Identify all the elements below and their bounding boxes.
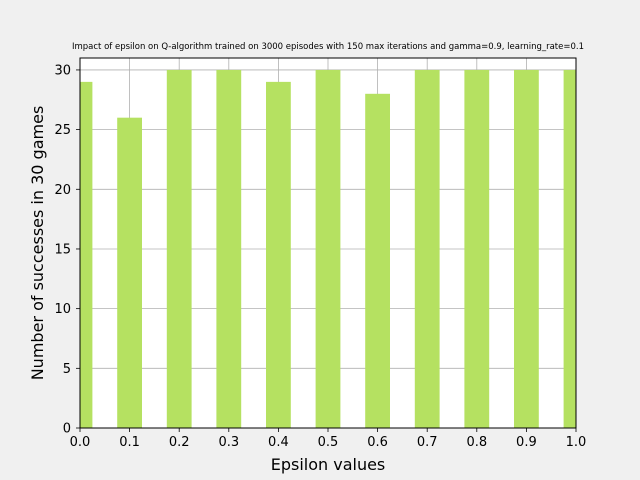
y-tick-label: 30: [54, 63, 71, 78]
bar-epsilon-0.2: [166, 69, 192, 428]
y-tick-label: 20: [54, 183, 71, 198]
bars: [80, 69, 576, 428]
y-tick-label: 10: [54, 302, 71, 317]
bar-epsilon-0.8: [464, 69, 490, 428]
bar-epsilon-0.3: [216, 69, 242, 428]
bar-epsilon-0.6: [365, 93, 390, 428]
y-tick-label: 15: [54, 242, 71, 257]
y-axis-label: Number of successes in 30 games: [28, 106, 47, 381]
x-axis-label: Epsilon values: [271, 455, 386, 474]
x-axis: 0.0 0.1 0.2 0.3 0.4 0.5 0.6 0.7 0.8 0.9 1.0: [70, 428, 587, 450]
bar-epsilon-0.7: [414, 69, 440, 428]
chart-title: Impact of epsilon on Q-algorithm trained…: [72, 42, 584, 52]
bar-epsilon-1.0: [563, 69, 576, 428]
x-tick-label: 0.3: [218, 435, 239, 450]
y-tick-label: 5: [63, 362, 71, 377]
x-tick-label: 0.1: [119, 435, 140, 450]
y-tick-label: 0: [63, 422, 71, 437]
bar-epsilon-0.1: [117, 117, 142, 428]
x-tick-label: 1.0: [566, 435, 587, 450]
x-tick-label: 0.5: [318, 435, 339, 450]
x-tick-label: 0.0: [70, 435, 91, 450]
bar-epsilon-0.5: [315, 69, 341, 428]
x-tick-label: 0.2: [169, 435, 190, 450]
x-tick-label: 0.6: [367, 435, 388, 450]
bar-epsilon-0.4: [266, 81, 291, 428]
bar-epsilon-0.9: [514, 69, 539, 428]
x-tick-label: 0.4: [268, 435, 289, 450]
x-tick-label: 0.7: [417, 435, 438, 450]
x-tick-label: 0.8: [466, 435, 487, 450]
y-axis: 0 5 10 15 20 25 30: [54, 63, 80, 437]
bar-epsilon-0.0: [80, 81, 93, 428]
y-tick-label: 25: [54, 123, 71, 138]
x-tick-label: 0.9: [516, 435, 537, 450]
